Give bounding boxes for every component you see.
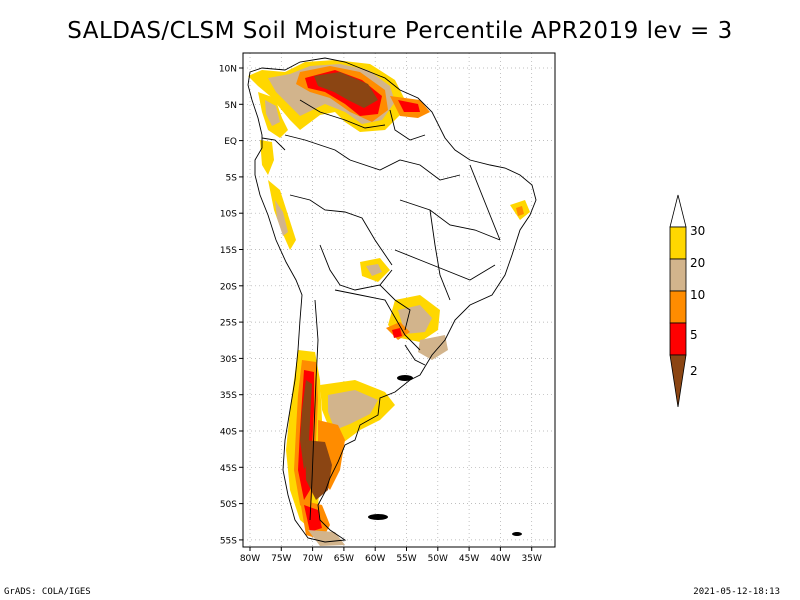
chile-brown [300, 380, 312, 470]
lat-label: 5N [225, 101, 237, 111]
lat-label: 25S [220, 319, 237, 329]
colorbar-label-30: 30 [690, 224, 705, 238]
lon-label: 40W [490, 554, 510, 564]
patagonia-red [304, 505, 322, 532]
lat-label: 55S [220, 536, 237, 546]
map-frame [242, 52, 556, 548]
lat-label: 10N [219, 65, 237, 75]
colorbar-label-2: 2 [690, 364, 698, 378]
colorbar-tan [669, 258, 687, 292]
footer-credit: GrADS: COLA/IGES [4, 587, 91, 597]
colorbar-red [669, 322, 687, 356]
border-uruguay [404, 344, 426, 366]
footer-timestamp: 2021-05-12-18:13 [693, 587, 780, 597]
rio-grande [418, 335, 448, 360]
colorbar-top-white [669, 194, 687, 228]
border-bolivia [319, 244, 393, 291]
colorbar-label-20: 20 [690, 256, 705, 270]
lake-small [512, 532, 522, 536]
lake-falklands [368, 514, 388, 520]
lat-label: 20S [220, 282, 237, 292]
colorbar-bottom-brown [669, 354, 687, 408]
lon-label: 35W [522, 554, 542, 564]
colorbar-orange [669, 290, 687, 324]
border-paraguay [379, 284, 411, 331]
colorbar-label-10: 10 [690, 288, 705, 302]
brazil-states-2 [399, 199, 501, 241]
lakes [368, 375, 522, 536]
lat-label: 5S [226, 173, 238, 183]
brazil-south-red [392, 328, 402, 338]
colorbar: 30 20 10 5 2 [669, 194, 705, 408]
lon-label: 50W [428, 554, 448, 564]
map-title: SALDAS/CLSM Soil Moisture Percentile APR… [67, 18, 733, 44]
brazil-south-tan [398, 305, 432, 334]
lon-label: 55W [396, 554, 416, 564]
guiana-red [398, 100, 420, 112]
lon-label: 70W [302, 554, 322, 564]
peru-coast-tan [275, 200, 288, 236]
border-guianas [389, 109, 426, 141]
border-argentina-chile [309, 299, 319, 521]
lon-label: 45W [459, 554, 479, 564]
boundaries [247, 57, 537, 543]
argentina-tan [328, 390, 378, 430]
longitude-labels: 80W 75W 70W 65W 60W 55W 50W 45W 40W 35W [240, 547, 542, 564]
border-ecuador [261, 137, 286, 151]
ne-brazil-red [516, 206, 524, 216]
lon-label: 65W [334, 554, 354, 564]
lat-label: 10S [220, 210, 237, 220]
border-argentina-north [334, 289, 421, 351]
continent-outline [247, 57, 537, 543]
percentile-shading [248, 60, 530, 546]
tierra-tan [308, 530, 345, 546]
colombia-west-tan [265, 100, 280, 126]
brazil-states-3 [394, 249, 496, 281]
lat-label: 45S [220, 464, 237, 474]
bolivia-patch-tan [366, 264, 382, 276]
ecuador-coast [260, 140, 274, 175]
lat-label: 40S [220, 428, 237, 438]
brazil-states-4 [429, 209, 451, 301]
brazil-states-5 [469, 164, 501, 241]
lat-label: 15S [220, 246, 237, 256]
lon-label: 80W [240, 554, 260, 564]
lat-label: 50S [220, 500, 237, 510]
lat-label: 30S [220, 355, 237, 365]
border-venezuela [299, 99, 386, 129]
brazil-states-1 [349, 159, 461, 181]
lon-label: 60W [365, 554, 385, 564]
colorbar-label-5: 5 [690, 328, 698, 342]
colorbar-yellow [669, 226, 687, 260]
lat-label: 35S [220, 391, 237, 401]
border-colombia-brazil [284, 134, 351, 161]
latitude-labels: 10N 5N EQ 5S 10S 15S 20S 25S 30S 35S 40S 45S 50S 55S [219, 65, 243, 546]
lat-label: EQ [224, 137, 237, 147]
lon-label: 75W [271, 554, 291, 564]
lake-patos [397, 375, 413, 381]
north-brown [314, 72, 378, 108]
border-peru-brazil [289, 194, 393, 266]
gridlines [243, 53, 555, 547]
